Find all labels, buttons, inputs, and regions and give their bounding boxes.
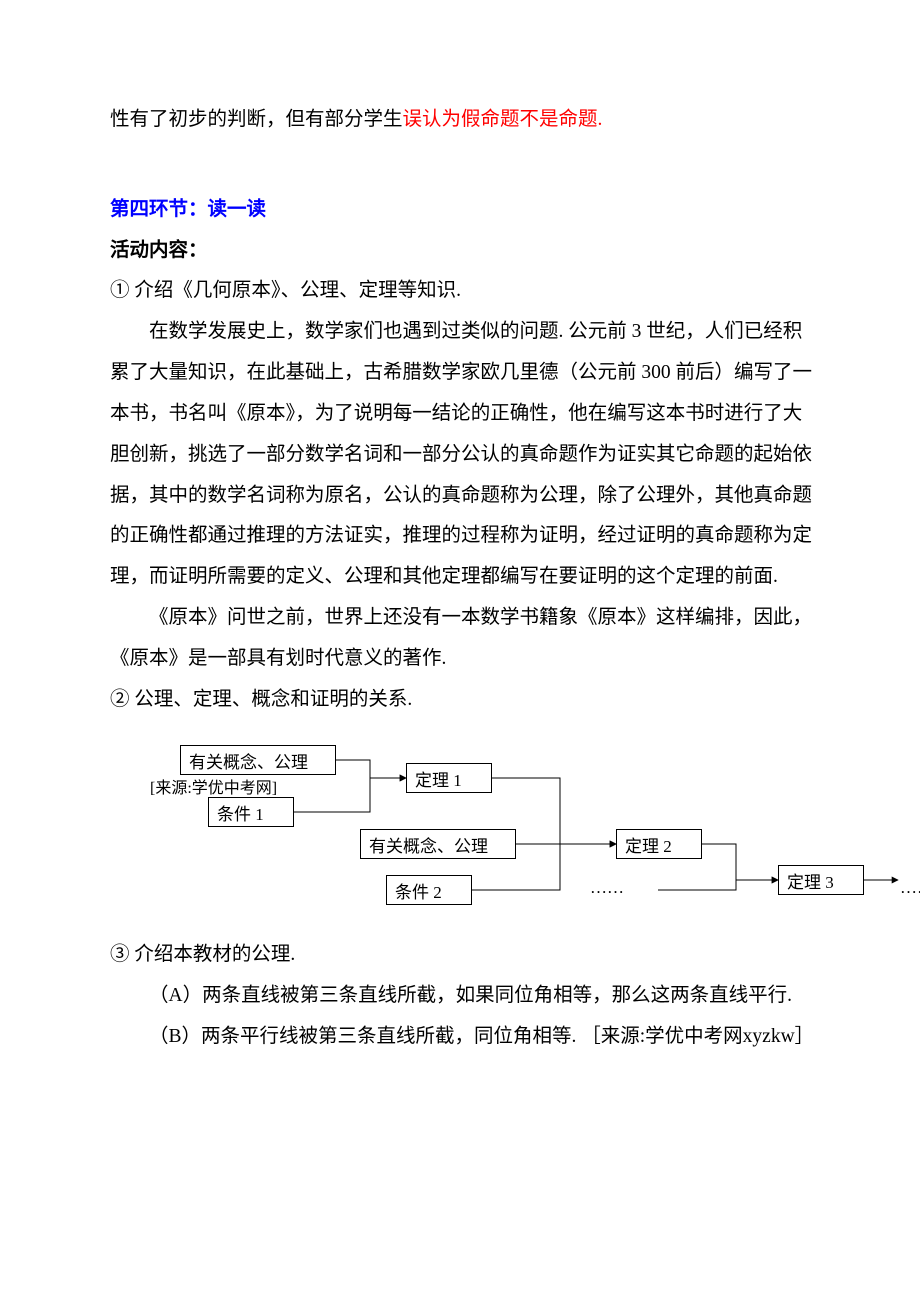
axiom-b: （B）两条平行线被第三条直线所截，同位角相等. ［来源:学优中考网xyzkw］ [110, 1017, 820, 1058]
flow-edge [658, 880, 778, 890]
item1-para2: 《原本》问世之前，世界上还没有一本数学书籍象《原本》这样编排，因此，《原本》是一… [110, 598, 820, 680]
flowchart: 有关概念、公理[来源:学优中考网]条件 1定理 1有关概念、公理条件 2定理 2… [150, 741, 920, 915]
intro-line: 性有了初步的判断，但有部分学生误认为假命题不是命题. [110, 100, 820, 141]
intro-red: 误认为假命题不是命题. [403, 109, 603, 130]
flow-node-n3: 定理 1 [406, 763, 492, 793]
intro-pre: 性有了初步的判断，但有部分学生 [110, 109, 403, 130]
flow-node-d1: …… [590, 875, 624, 901]
flow-edge [294, 778, 406, 812]
flow-node-n5: 条件 2 [386, 875, 472, 905]
axiom-a: （A）两条直线被第三条直线所截，如果同位角相等，那么这两条直线平行. [110, 976, 820, 1017]
page: 性有了初步的判断，但有部分学生误认为假命题不是命题. 第四环节：读一读 活动内容… [0, 0, 920, 1098]
item1-para1: 在数学发展史上，数学家们也遇到过类似的问题. 公元前 3 世纪，人们已经积累了大… [110, 312, 820, 599]
flow-node-d2: …… [900, 875, 920, 901]
flow-node-n2: 条件 1 [208, 797, 294, 827]
flow-node-n1: 有关概念、公理 [180, 745, 336, 775]
section4-heading: 第四环节：读一读 [110, 189, 820, 230]
flow-node-n4: 有关概念、公理 [360, 829, 516, 859]
flow-edge [336, 760, 406, 778]
item3-label: ③ 介绍本教材的公理. [110, 935, 820, 976]
item1-label: ① 介绍《几何原本》、公理、定理等知识. [110, 271, 820, 312]
flow-edge [702, 844, 778, 880]
flow-node-n7: 定理 3 [778, 865, 864, 895]
item2-label: ② 公理、定理、概念和证明的关系. [110, 680, 820, 721]
activity-label: 活动内容： [110, 230, 820, 271]
flow-node-n6: 定理 2 [616, 829, 702, 859]
